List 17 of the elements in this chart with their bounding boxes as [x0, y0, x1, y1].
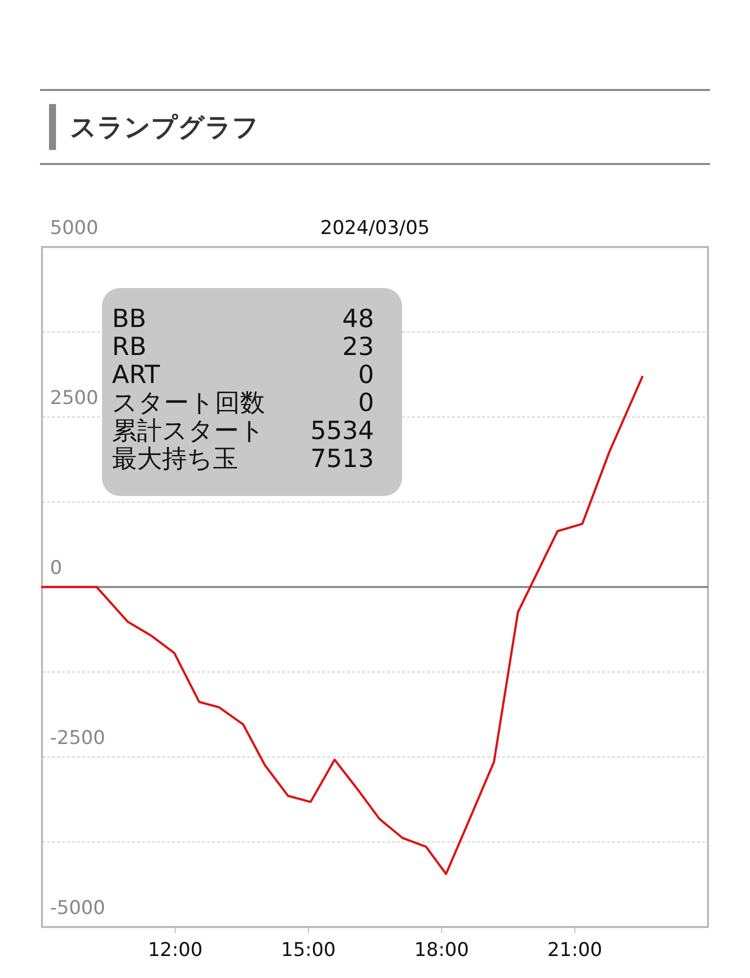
y-tick-label: -2500 [50, 727, 106, 749]
text: 最大持ち玉 7513 [112, 444, 374, 473]
x-tick-label: 18:00 [414, 939, 469, 961]
text: BB 48 [112, 304, 374, 333]
chart-title: スランプグラフ [70, 113, 259, 143]
x-tick-label: 15:00 [281, 939, 336, 961]
y-tick-label: 2500 [50, 387, 98, 409]
y-tick-label: 0 [50, 557, 62, 579]
text: RB 23 [112, 332, 374, 361]
y-tick-label: -5000 [50, 897, 106, 919]
y-tick-label: 5000 [50, 217, 98, 239]
text: ART 0 [112, 360, 374, 389]
chart-subtitle: 2024/03/05 [320, 217, 430, 239]
text: スタート回数 0 [112, 388, 374, 417]
x-tick-label: 21:00 [547, 939, 602, 961]
x-tick-label: 12:00 [148, 939, 203, 961]
text: 累計スタート 5534 [112, 416, 374, 445]
